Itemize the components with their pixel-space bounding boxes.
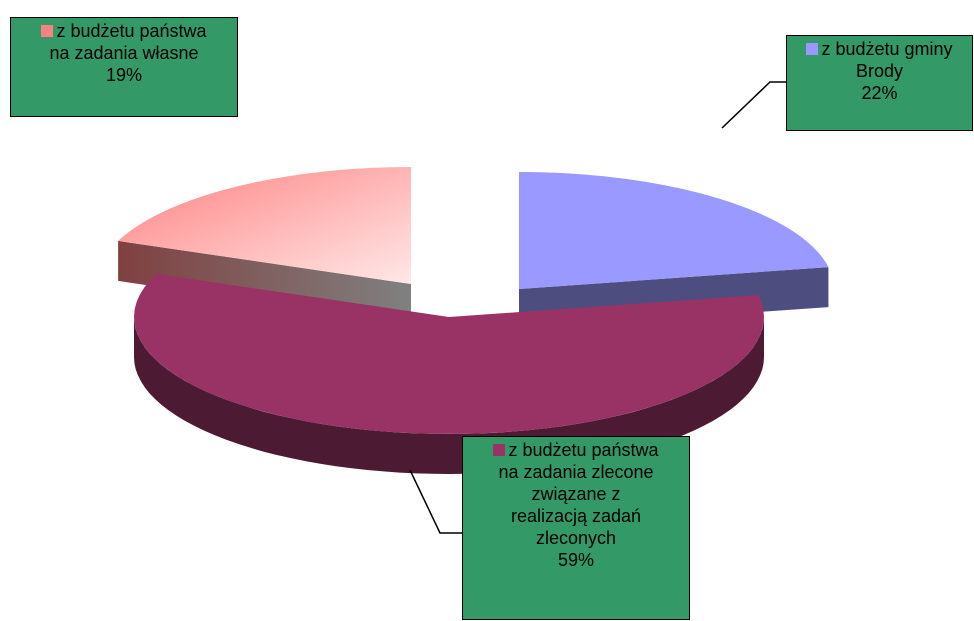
slice-label-wlasne-line2: na zadania własne xyxy=(49,43,199,63)
slice-label-gmina-line1: z budżetu gminy xyxy=(821,39,953,59)
label-box-wlasne: z budżetu państwa na zadania własne 19% xyxy=(10,17,238,117)
slice-top-zlecone xyxy=(134,273,764,434)
slice-label-wlasne-line1: z budżetu państwa xyxy=(56,21,207,41)
slice-label-zlecone-line4: realizacją zadań xyxy=(510,506,642,526)
label-box-zlecone: z budżetu państwa na zadania zlecone zwi… xyxy=(462,436,690,620)
slice-top-gmina xyxy=(519,172,829,289)
slice-label-zlecone-line2: na zadania zlecone xyxy=(498,462,654,482)
slice-side-zlecone xyxy=(134,317,764,474)
label-box-gmina: z budżetu gminy Brody 22% xyxy=(786,35,973,131)
slice-value-zlecone: 59% xyxy=(557,550,595,570)
leader-line-gmina xyxy=(721,81,786,129)
slice-label-gmina-line2: Brody xyxy=(855,61,904,81)
slice-top-wlasne xyxy=(118,167,411,284)
legend-swatch-zlecone xyxy=(493,444,506,456)
slice-value-gmina: 22% xyxy=(861,83,898,103)
legend-swatch-gmina xyxy=(806,43,819,55)
slice-value-wlasne: 19% xyxy=(105,65,143,85)
legend-swatch-wlasne xyxy=(41,25,54,37)
slice-label-zlecone-line5: zleconych xyxy=(535,528,617,548)
slice-label-zlecone-line3: związane z xyxy=(531,484,621,504)
slice-label-zlecone-line1: z budżetu państwa xyxy=(508,440,659,460)
leader-line-zlecone xyxy=(409,469,462,534)
